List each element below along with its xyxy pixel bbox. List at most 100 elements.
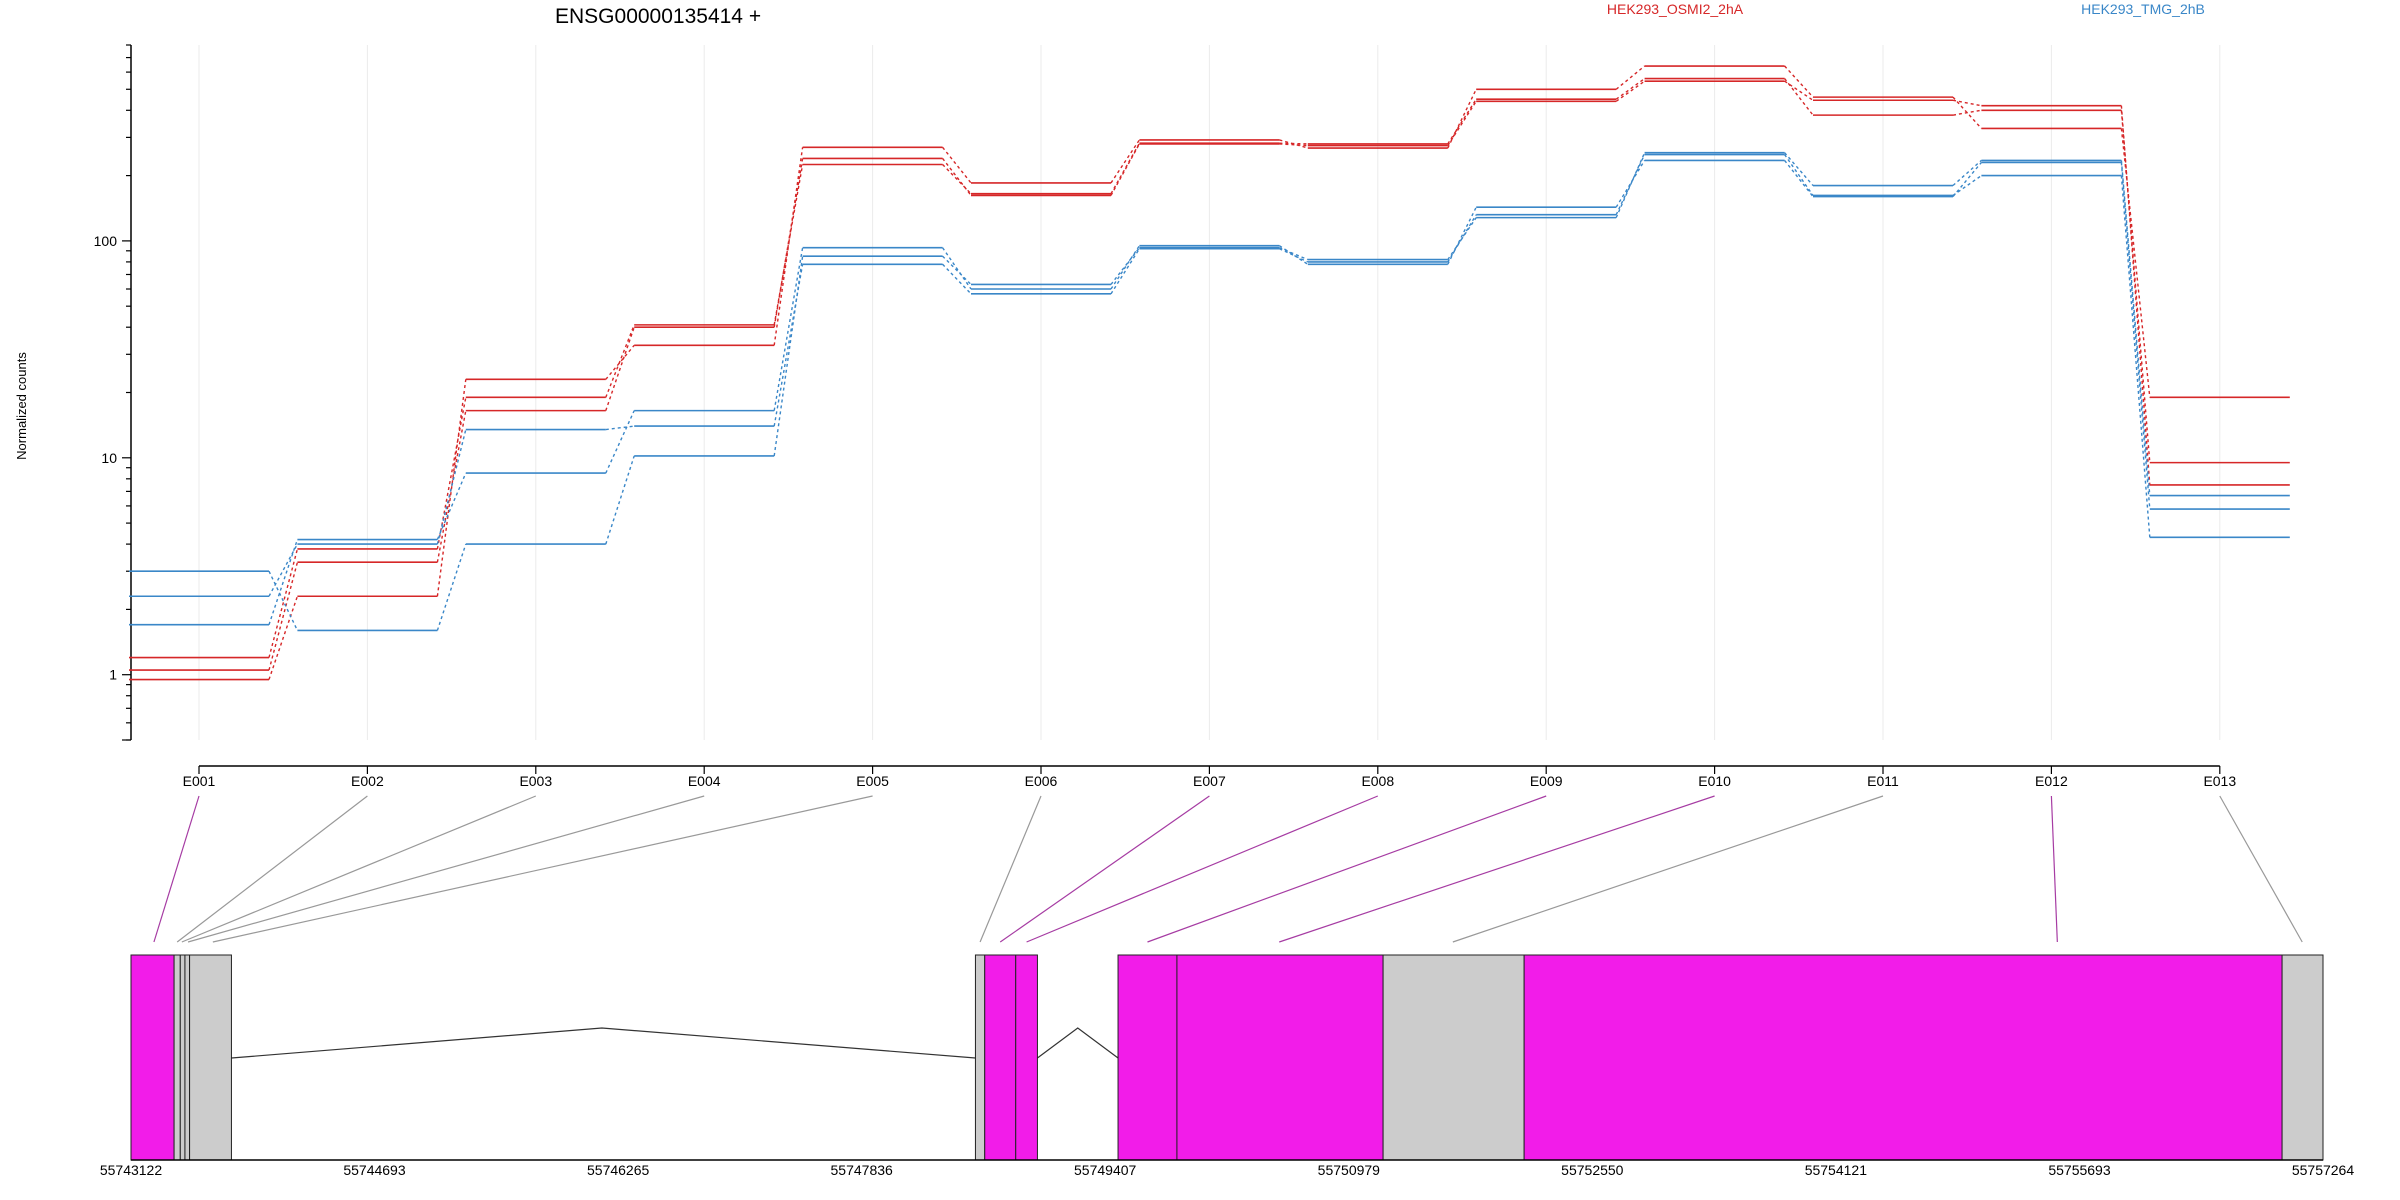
y-tick-label: 10 [101, 450, 117, 466]
series-connector [436, 429, 467, 545]
series-connector [1784, 152, 1814, 186]
exon-box-12 [1523, 954, 2283, 1161]
series-connector [1952, 109, 1982, 116]
exon-link-e012 [2050, 795, 2058, 943]
series-connector [268, 562, 299, 671]
exon-link-e010 [1279, 795, 1715, 943]
series-connector [773, 164, 804, 326]
exon-box-9 [1117, 954, 1178, 1161]
series-5 [129, 153, 2290, 598]
x-tick-label-e001: E001 [183, 773, 216, 789]
series-connector [1784, 159, 1814, 198]
exon-box-2 [173, 954, 181, 1161]
x-axis: E001 E002 E003 E004 E005 E006 E007 E008 E009 E010… [183, 765, 2236, 789]
series-connector [1952, 96, 1982, 129]
y-tick-label: 100 [94, 233, 118, 249]
series-2 [129, 77, 2290, 659]
series-connector [2120, 110, 2151, 463]
coord-tick-label: 55747836 [831, 1162, 894, 1178]
exon-link-lines [153, 795, 2303, 943]
series-connector [1110, 245, 1140, 290]
legend-entry-tmg: HEK293_TMG_2hB [2081, 1, 2205, 17]
x-tick-label-e003: E003 [519, 773, 552, 789]
series-connector [773, 247, 804, 411]
series-connector [942, 164, 972, 195]
series-connector [605, 455, 635, 545]
series-connector [1110, 142, 1141, 195]
exon-link-e002 [176, 795, 368, 943]
intron-2 [1037, 1027, 1119, 1059]
series-connector [436, 410, 467, 563]
x-tick-label-e007: E007 [1193, 773, 1226, 789]
legend-entry-osmi2: HEK293_OSMI2_2hA [1607, 1, 1744, 17]
series-connector [1279, 248, 1309, 263]
series-connector [942, 263, 972, 295]
coord-tick-label: 55752550 [1561, 1162, 1624, 1178]
coord-tick-label: 55744693 [343, 1162, 406, 1178]
exon-box-6 [974, 954, 986, 1161]
coord-tick-label: 55755693 [2048, 1162, 2111, 1178]
exon-box-7 [984, 954, 1017, 1161]
y-axis: 1 10 100 [94, 44, 132, 741]
x-tick-label-e002: E002 [351, 773, 384, 789]
exon-box-10 [1176, 954, 1384, 1161]
series-connector [1279, 245, 1309, 265]
exon-link-e003 [181, 795, 537, 943]
exon-link-e006 [979, 795, 1042, 943]
series-connector [1447, 100, 1477, 146]
exon-box-13 [2281, 954, 2324, 1161]
x-tick-label-e006: E006 [1025, 773, 1058, 789]
series-connector [1279, 143, 1308, 147]
series-connector [773, 256, 804, 457]
exon-link-e009 [1147, 795, 1547, 943]
series-connector [268, 596, 299, 680]
series-connector [605, 324, 635, 398]
series-connector [942, 255, 972, 285]
vertical-gridlines [198, 45, 2221, 740]
series-3 [129, 65, 2290, 681]
gene-model-track [130, 954, 2324, 1161]
x-tick-label-e012: E012 [2035, 773, 2068, 789]
series-connector [605, 410, 635, 474]
series-connector [2120, 162, 2151, 510]
exon-link-e004 [187, 795, 705, 943]
coord-tick-label: 55757264 [2292, 1162, 2355, 1178]
x-tick-label-e005: E005 [856, 773, 889, 789]
chart-title: ENSG00000135414 + [555, 5, 761, 28]
x-tick-label-e011: E011 [1867, 773, 1899, 789]
x-tick-label-e010: E010 [1698, 773, 1731, 789]
series-connector [773, 264, 804, 427]
y-tick-label: 1 [109, 667, 117, 683]
series-connector [1615, 65, 1646, 90]
series-connector [1952, 159, 1982, 187]
x-tick-label-e013: E013 [2203, 773, 2236, 789]
series-connector [2120, 105, 2151, 485]
series-connector [1784, 154, 1814, 196]
series-connector [1110, 248, 1140, 295]
intron-1 [231, 1027, 976, 1059]
series-connector [942, 146, 972, 184]
coord-tick-label: 55746265 [587, 1162, 650, 1178]
series-connector [268, 570, 299, 631]
series-connector [268, 539, 299, 625]
series-connector [605, 425, 635, 431]
exon-box-5 [189, 954, 232, 1161]
series-connector [436, 543, 467, 631]
y-axis-label: Normalized counts [14, 352, 29, 460]
coord-tick-label: 55749407 [1074, 1162, 1137, 1178]
series-connector [1952, 175, 1982, 197]
exon-link-e005 [212, 795, 873, 943]
exon-link-e008 [1026, 795, 1379, 943]
series-connector [436, 379, 467, 597]
series-lines [129, 65, 2290, 681]
exon-link-e007 [999, 795, 1210, 943]
coord-tick-label: 55743122 [100, 1162, 163, 1178]
exon-link-e011 [1452, 795, 1884, 943]
exon-box-1 [130, 954, 175, 1161]
exon-box-11 [1382, 954, 1525, 1161]
series-connector [1447, 217, 1477, 260]
series-connector [1615, 154, 1646, 216]
series-connector [1279, 139, 1308, 149]
x-tick-label-e009: E009 [1530, 773, 1563, 789]
series-connector [1784, 65, 1814, 98]
